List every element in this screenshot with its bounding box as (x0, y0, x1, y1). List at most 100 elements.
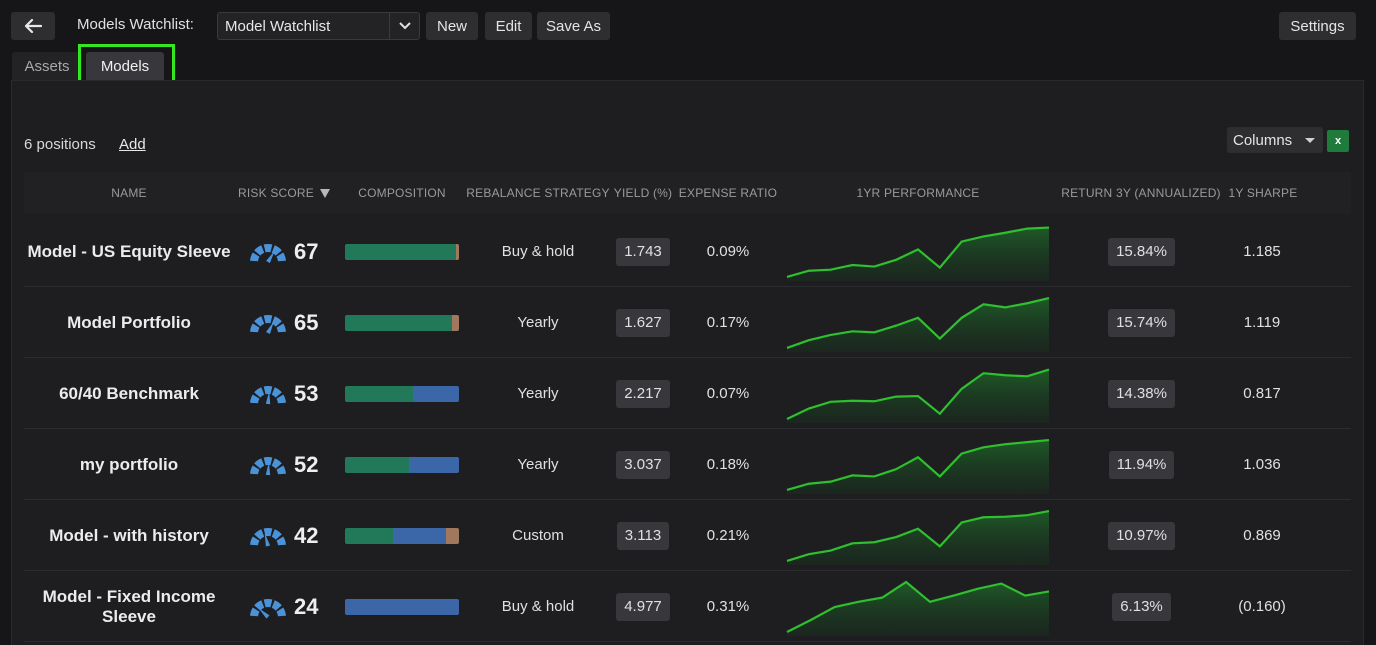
col-risk-score[interactable]: RISK SCORE (234, 172, 334, 214)
save-as-button[interactable]: Save As (537, 12, 610, 40)
sharpe-ratio: 0.817 (1243, 385, 1281, 402)
composition-segment-equity (345, 314, 453, 331)
composition-stack (345, 243, 459, 260)
risk-gauge-icon (250, 385, 286, 404)
return-3y-cell: 15.74% (1094, 287, 1189, 358)
col-performance[interactable]: 1YR PERFORMANCE (856, 186, 980, 200)
row-name[interactable]: 60/40 Benchmark (59, 383, 199, 403)
yield-cell: 4.977 (615, 571, 671, 642)
composition-segment-fixed-income (345, 598, 459, 615)
risk-gauge-icon (250, 527, 286, 547)
table-row[interactable]: 60/40 Benchmark 53 Yearly 2.217 0.07% 14.38%… (24, 358, 1351, 429)
col-rebalance[interactable]: REBALANCE STRATEGY (466, 186, 610, 200)
gauge-segment (276, 393, 286, 403)
gauge-segment (254, 386, 265, 398)
sparkline-line (786, 225, 1050, 278)
risk-gauge-icon (250, 314, 286, 334)
col-sharpe[interactable]: 1Y SHARPE (1228, 186, 1298, 200)
rebalance-strategy: Buy & hold (501, 243, 575, 260)
composition-bar (345, 358, 459, 429)
sparkline-chart (786, 509, 1050, 565)
expense-ratio: 0.18% (706, 456, 750, 473)
gauge-needle (266, 320, 274, 334)
columns-dropdown[interactable]: Columns (1227, 127, 1323, 153)
new-button[interactable]: New (426, 12, 478, 40)
gauge-segment (271, 528, 282, 540)
rebalance-strategy: Yearly (517, 314, 559, 331)
table-row[interactable]: Model - with history 42 Custom 3.113 0.21% 1… (24, 500, 1351, 571)
sparkline-chart (786, 296, 1050, 352)
edit-button[interactable]: Edit (485, 12, 532, 40)
tab-assets[interactable]: Assets (12, 52, 82, 80)
col-composition[interactable]: COMPOSITION (358, 186, 446, 200)
sparkline-line (786, 368, 1050, 420)
rebalance-strategy: Yearly (517, 456, 559, 473)
gauge-segment (276, 535, 286, 545)
composition-segment-equity (345, 243, 456, 260)
sparkline-chart (786, 368, 1050, 423)
yield-cell: 1.743 (615, 216, 671, 287)
gauge-segment (250, 251, 260, 261)
table-row[interactable]: Model - US Equity Sleeve 67 Buy & hold 1.74… (24, 216, 1351, 287)
composition-bar (345, 429, 459, 500)
col-expense[interactable]: EXPENSE RATIO (678, 186, 778, 200)
settings-button[interactable]: Settings (1279, 12, 1356, 40)
composition-segment-equity (345, 456, 409, 473)
yield-value: 3.037 (616, 450, 670, 479)
gauge-segment (254, 457, 265, 469)
expense-ratio: 0.31% (706, 598, 750, 615)
sparkline-area (787, 510, 1049, 565)
col-yield[interactable]: YIELD (%) (613, 186, 673, 200)
performance-sparkline (786, 429, 1050, 500)
return-3y-value: 15.84% (1108, 237, 1175, 266)
table-row[interactable]: Model Portfolio 65 Yearly 1.627 0.17% 15.74%… (24, 287, 1351, 358)
return-3y-value: 11.94% (1108, 450, 1175, 479)
table-row[interactable]: Model - Fixed Income Sleeve 24 Buy & hold 4… (24, 571, 1351, 642)
performance-sparkline (786, 287, 1050, 358)
gauge-segment (263, 243, 273, 252)
sharpe-ratio: 1.119 (1243, 314, 1281, 331)
col-return-3y[interactable]: RETURN 3Y (ANNUALIZED) (1061, 186, 1221, 200)
row-name[interactable]: my portfolio (79, 454, 179, 474)
sparkline-area (787, 297, 1049, 352)
composition-bar (345, 287, 459, 358)
yield-value: 3.113 (616, 521, 670, 550)
return-3y-value: 10.97% (1108, 521, 1175, 550)
back-button[interactable] (11, 12, 55, 40)
row-name[interactable]: Model - Fixed Income Sleeve (42, 586, 216, 626)
risk-score: 52 (248, 429, 326, 500)
table-row[interactable]: my portfolio 52 Yearly 3.037 0.18% 11.94% 1.0… (24, 429, 1351, 500)
yield-value: 1.627 (616, 308, 670, 337)
return-3y-cell: 11.94% (1094, 429, 1189, 500)
yield-cell: 3.037 (615, 429, 671, 500)
col-name[interactable]: NAME (111, 186, 147, 200)
watchlist-select-value: Model Watchlist (225, 17, 331, 35)
arrow-left-icon (24, 19, 42, 33)
add-link[interactable]: Add (119, 136, 146, 153)
yield-cell: 2.217 (615, 358, 671, 429)
caret-down-icon (1305, 138, 1315, 143)
composition-segment-other (446, 527, 459, 544)
chevron-down-icon[interactable] (389, 13, 419, 39)
row-name[interactable]: Model - with history (49, 525, 209, 545)
gauge-needle (266, 250, 275, 263)
risk-score-value: 65 (294, 309, 319, 335)
composition-segment-fixed-income (392, 527, 447, 544)
gauge-segment (254, 244, 265, 256)
risk-score-value: 52 (294, 451, 319, 477)
composition-segment-fixed-income (413, 385, 459, 402)
gauge-segment (263, 456, 273, 465)
expense-ratio: 0.09% (706, 243, 750, 260)
performance-sparkline (786, 358, 1050, 429)
row-name[interactable]: Model - US Equity Sleeve (27, 241, 231, 261)
excel-export-icon[interactable]: x (1327, 130, 1349, 152)
yield-value: 2.217 (616, 379, 670, 408)
yield-value: 4.977 (616, 592, 670, 621)
gauge-segment (263, 598, 273, 607)
gauge-segment (271, 315, 282, 327)
tab-models[interactable]: Models (86, 52, 164, 80)
return-3y-value: 6.13% (1112, 592, 1171, 621)
watchlist-select[interactable]: Model Watchlist (217, 12, 420, 40)
sharpe-ratio: (0.160) (1238, 598, 1286, 615)
row-name[interactable]: Model Portfolio (67, 312, 191, 332)
